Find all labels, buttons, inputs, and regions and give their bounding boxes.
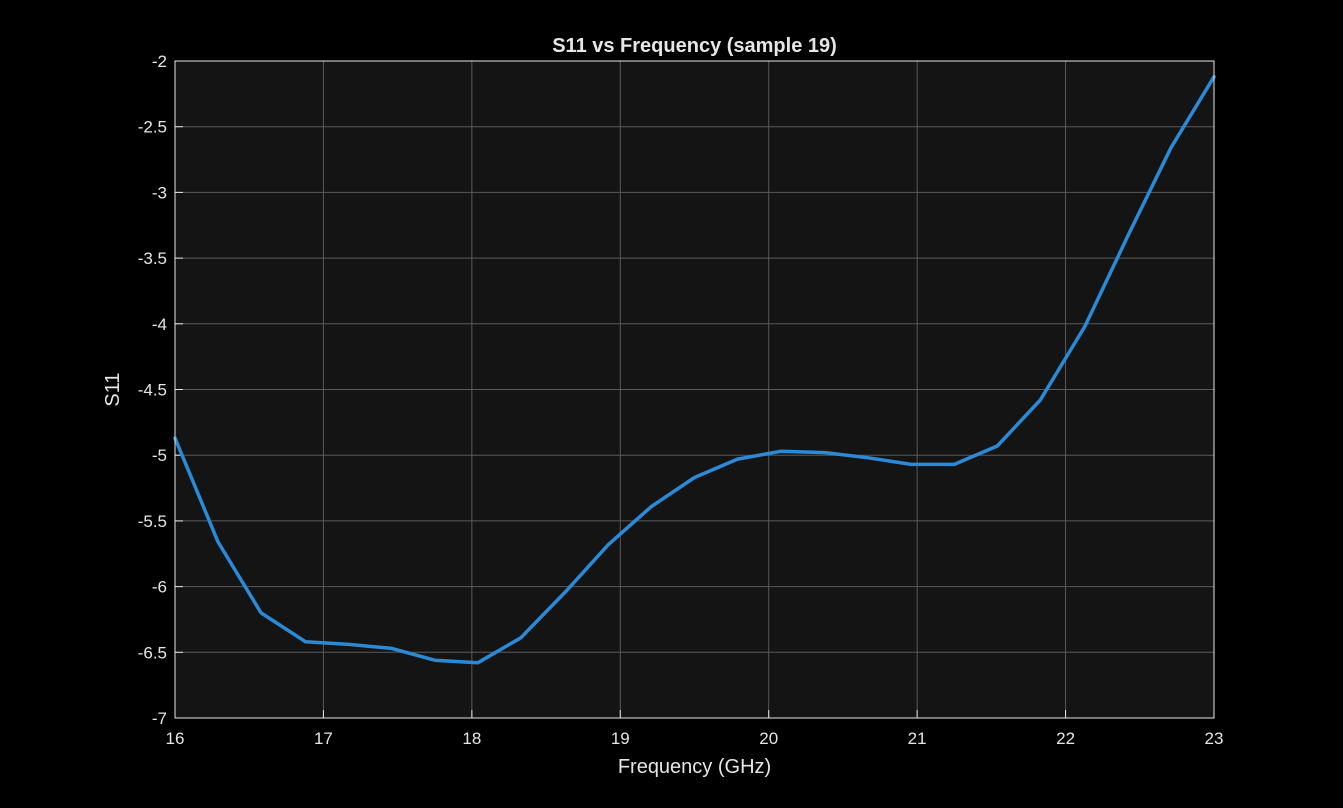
y-tick-label: -3 [152, 183, 167, 202]
y-tick-label: -3.5 [138, 249, 167, 268]
grid [175, 61, 1214, 718]
x-axis-ticks: 16 17 18 19 20 21 22 23 [166, 710, 1224, 748]
y-tick-label: -2 [152, 52, 167, 71]
x-tick-label: 18 [462, 729, 481, 748]
y-tick-label: -4.5 [138, 381, 167, 400]
x-tick-label: 16 [166, 729, 185, 748]
x-tick-label: 22 [1056, 729, 1075, 748]
y-tick-label: -6.5 [138, 643, 167, 662]
y-tick-label: -4 [152, 315, 167, 334]
x-tick-label: 17 [314, 729, 333, 748]
y-tick-label: -2.5 [138, 118, 167, 137]
y-axis-label: S11 [102, 372, 124, 406]
y-tick-label: -5 [152, 446, 167, 465]
y-tick-label: -5.5 [138, 512, 167, 531]
x-tick-label: 20 [759, 729, 778, 748]
y-tick-label: -6 [152, 578, 167, 597]
x-tick-label: 19 [611, 729, 630, 748]
y-axis-ticks: -7 -6.5 -6 -5.5 -5 -4.5 -4 -3.5 -3 -2.5 -2 [138, 52, 183, 728]
series-line [173, 75, 1216, 665]
chart-title: S11 vs Frequency (sample 19) [552, 35, 837, 57]
y-tick-label: -7 [152, 709, 167, 728]
x-tick-label: 23 [1205, 729, 1224, 748]
x-axis-label: Frequency (GHz) [618, 756, 771, 778]
x-tick-label: 21 [908, 729, 927, 748]
series-group [173, 75, 1216, 665]
plot-frame [174, 60, 1215, 719]
